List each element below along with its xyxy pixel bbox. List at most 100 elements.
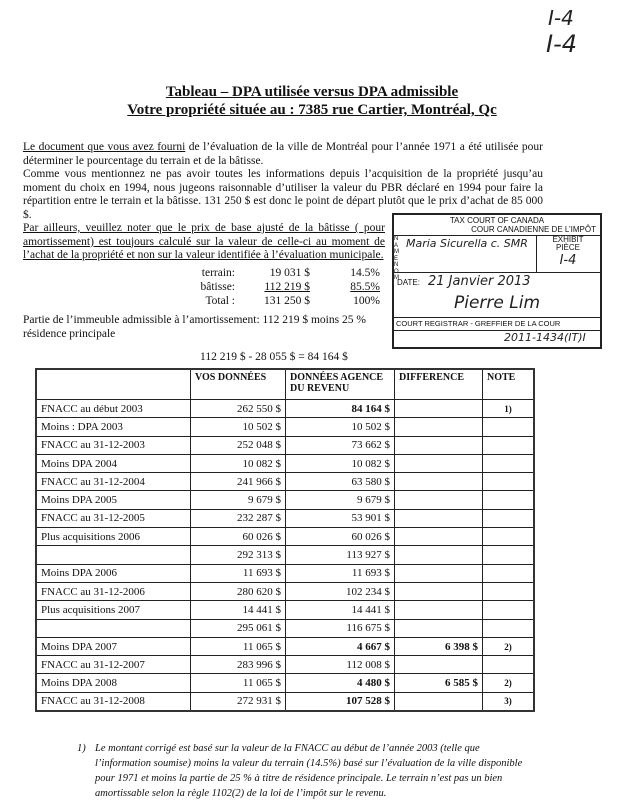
cell-label: Plus acquisitions 2007	[35, 600, 191, 620]
cell-difference	[394, 490, 483, 510]
cell-label: Moins DPA 2005	[35, 490, 191, 510]
cell-label: FNACC au 31-12-2004	[35, 472, 191, 492]
cell-label: Moins DPA 2004	[35, 453, 191, 474]
cell-vos: 11 693 $	[190, 563, 286, 583]
cell-agence: 11 693 $	[285, 563, 395, 583]
cell-note: 2)	[482, 673, 535, 693]
table-row: Plus acquisitions 2007 14 441 $14 441 $	[35, 600, 535, 620]
cell-difference	[394, 435, 483, 455]
table-row: 292 313 $113 927 $	[35, 545, 535, 565]
table-row: FNACC au 31-12-2008 272 931 $107 528 $ 3)	[35, 691, 535, 712]
cell-note	[482, 581, 535, 602]
cell-agence: 9 679 $	[285, 490, 395, 510]
table-row: FNACC au début 2003 262 550 $84 164 $ 1)	[35, 398, 535, 419]
table-row: Moins DPA 2004 10 082 $10 082 $	[35, 453, 535, 474]
cell-vos: 292 313 $	[190, 545, 286, 565]
header-label	[35, 368, 191, 400]
cell-label: FNACC au 31-12-2008	[35, 691, 191, 712]
cell-label: Moins DPA 2008	[35, 673, 191, 693]
cell-agence: 10 082 $	[285, 453, 395, 474]
split-row: terrain: 19 031 $ 14.5%	[160, 267, 385, 281]
stamp-exhibit-value: I-4	[559, 253, 577, 268]
split-row: Total : 131 250 $ 100%	[160, 295, 385, 309]
cell-difference: 6 398 $	[394, 636, 483, 657]
header-note: NOTE	[482, 368, 535, 400]
cell-label	[35, 618, 191, 638]
header-vos: VOS DONNÉES	[190, 368, 286, 400]
cell-difference	[394, 508, 483, 529]
paragraph-text: de l’évaluation de la ville de Montréal …	[23, 141, 543, 167]
footnote-text: Le montant corrigé est basé sur la valeu…	[95, 743, 523, 799]
cell-agence: 63 580 $	[285, 472, 395, 492]
stamp-piece: PIÈCE	[555, 243, 580, 252]
stamp-date-value: 21 Janvier 2013	[428, 274, 531, 289]
cell-agence: 4 480 $	[285, 673, 395, 693]
stamp-exhibit: EXHIBIT	[552, 235, 584, 244]
cell-note	[482, 417, 535, 437]
admissible-line: Partie de l’immeuble admissible à l’amor…	[23, 314, 366, 340]
cell-difference	[394, 618, 483, 638]
cell-agence: 116 675 $	[285, 618, 395, 638]
cell-vos: 262 550 $	[190, 398, 286, 419]
cell-agence: 112 008 $	[285, 655, 395, 675]
table-row: Moins : DPA 2003 10 502 $10 502 $	[35, 417, 535, 437]
table-row: Moins DPA 2008 11 065 $4 480 $6 585 $2)	[35, 673, 535, 693]
stamp-file-number: 2011-1434(IT)I	[504, 331, 586, 344]
cell-vos: 272 931 $	[190, 691, 286, 712]
split-label: terrain:	[201, 267, 235, 279]
stamp-court-fr: COUR CANADIENNE DE L’IMPÔT	[394, 225, 600, 236]
cell-note	[482, 655, 535, 675]
cell-difference	[394, 655, 483, 675]
cell-agence: 73 662 $	[285, 435, 395, 455]
cell-note	[482, 490, 535, 510]
cell-vos: 9 679 $	[190, 490, 286, 510]
split-label: Total :	[205, 295, 235, 307]
stamp-name-label: NAME NOM	[394, 236, 399, 281]
cell-agence: 14 441 $	[285, 600, 395, 620]
cell-note	[482, 545, 535, 565]
split-pct: 85.5%	[350, 281, 380, 293]
document-title: Tableau – DPA utilisée versus DPA admiss…	[165, 84, 459, 100]
paragraph-1: Le document que vous avez fourni de l’év…	[23, 141, 543, 168]
cell-vos: 11 065 $	[190, 636, 286, 657]
cell-label: FNACC au 31-12-2003	[35, 435, 191, 455]
handwritten-mark: I-4	[548, 6, 574, 30]
cell-label: Moins : DPA 2003	[35, 417, 191, 437]
cell-difference	[394, 545, 483, 565]
header-agence: DONNÉES AGENCE DU REVENU	[285, 368, 395, 400]
cell-difference	[394, 398, 483, 419]
cell-agence: 10 502 $	[285, 417, 395, 437]
cell-label: Moins DPA 2006	[35, 563, 191, 583]
cell-difference	[394, 527, 483, 547]
cell-label: FNACC au début 2003	[35, 398, 191, 419]
cell-note	[482, 618, 535, 638]
cell-vos: 241 966 $	[190, 472, 286, 492]
cell-difference	[394, 472, 483, 492]
table-row: FNACC au 31-12-2005 232 287 $53 901 $	[35, 508, 535, 529]
paragraph-3: Par ailleurs, veuillez noter que le prix…	[23, 222, 385, 261]
split-amount: 19 031 $	[269, 267, 310, 279]
cell-vos: 232 287 $	[190, 508, 286, 529]
stamp-date-label: DATE:	[397, 278, 420, 287]
underlined-text: Le document que vous avez fourni	[23, 141, 186, 153]
table-row: FNACC au 31-12-2006 280 620 $102 234 $	[35, 581, 535, 602]
cell-vos: 60 026 $	[190, 527, 286, 547]
cell-agence: 53 901 $	[285, 508, 395, 529]
split-label: bâtisse:	[200, 281, 236, 293]
footnote-marker: 1)	[77, 743, 86, 754]
cell-vos: 10 082 $	[190, 453, 286, 474]
split-pct: 14.5%	[350, 267, 380, 279]
cell-label: Moins DPA 2007	[35, 636, 191, 657]
table-row: 295 061 $116 675 $	[35, 618, 535, 638]
paragraph-2: Comme vous mentionnez ne pas avoir toute…	[23, 168, 543, 221]
cell-agence: 107 528 $	[285, 691, 395, 712]
cell-note: 3)	[482, 691, 535, 712]
table-row: Moins DPA 2005 9 679 $9 679 $	[35, 490, 535, 510]
cell-note	[482, 563, 535, 583]
cell-agence: 102 234 $	[285, 581, 395, 602]
table-row: Moins DPA 2007 11 065 $4 667 $6 398 $2)	[35, 636, 535, 657]
cell-label: FNACC au 31-12-2007	[35, 655, 191, 675]
cell-difference	[394, 581, 483, 602]
table-row: Moins DPA 2006 11 693 $11 693 $	[35, 563, 535, 583]
table-row: FNACC au 31-12-2003 252 048 $73 662 $	[35, 435, 535, 455]
